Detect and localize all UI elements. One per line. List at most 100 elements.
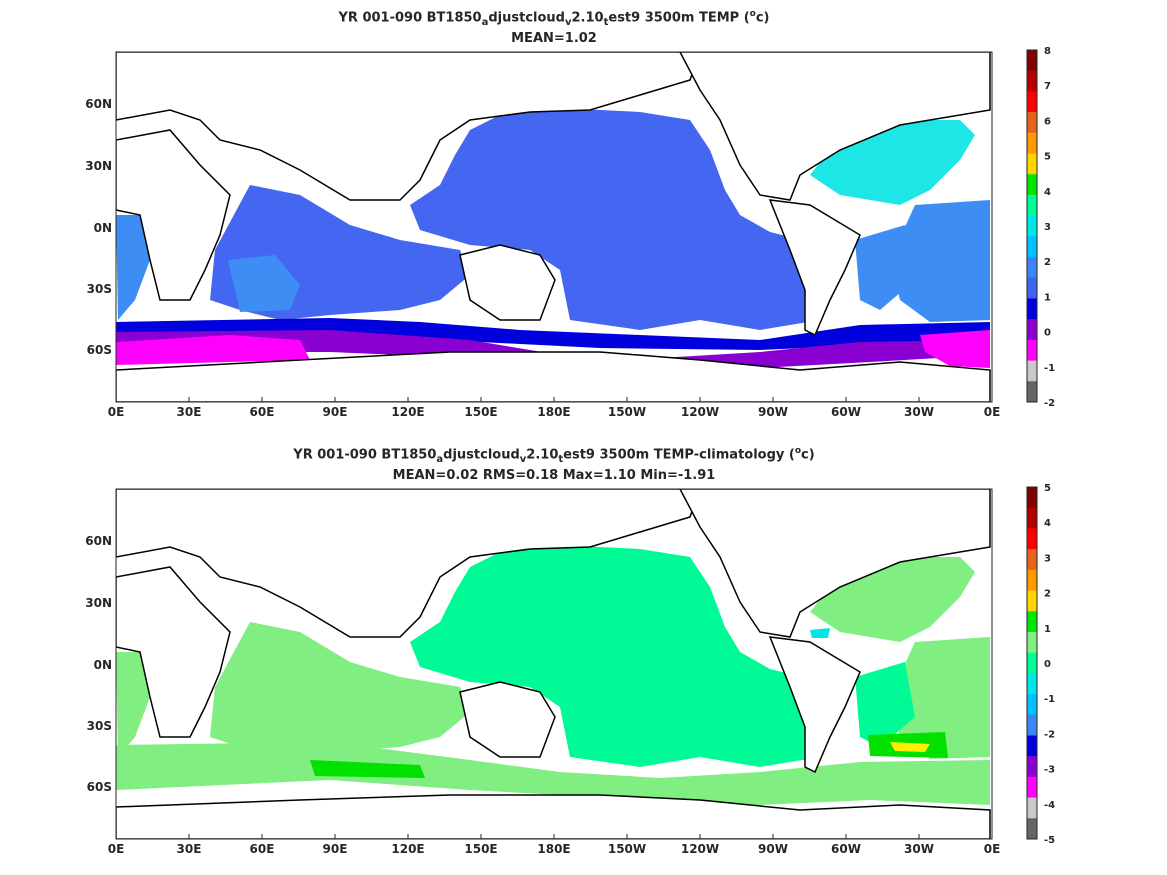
p1-south-america xyxy=(768,199,861,337)
p2-eurasia xyxy=(116,489,701,638)
lat-tick-label: 30S xyxy=(87,719,112,733)
colorbar-tick-label: -2 xyxy=(1044,729,1055,740)
panel1-subtitle: MEAN=1.02 xyxy=(511,31,597,46)
lon-tick-label: 60E xyxy=(250,405,275,419)
lon-tick-label: 0E xyxy=(984,842,1001,856)
lon-tick-label: 60W xyxy=(831,842,861,856)
colorbar-swatch xyxy=(1027,112,1037,134)
lon-tick-label: 120W xyxy=(681,405,719,419)
colorbar-swatch xyxy=(1027,215,1037,237)
lon-tick-label: 90E xyxy=(323,842,348,856)
lon-tick-label: 120E xyxy=(391,842,424,856)
colorbar-swatch xyxy=(1027,487,1037,509)
colorbar-tick-label: 2 xyxy=(1044,589,1051,600)
p1-africa xyxy=(116,129,231,301)
lon-tick-label: 120E xyxy=(391,405,424,419)
colorbar-swatch xyxy=(1027,673,1037,695)
lon-tick-label: 90W xyxy=(758,842,788,856)
lon-tick-label: 60E xyxy=(250,842,275,856)
colorbar-swatch xyxy=(1027,818,1037,840)
colorbar-swatch xyxy=(1027,277,1037,299)
colorbar-tick-label: 4 xyxy=(1044,518,1051,529)
lon-tick-label: 150W xyxy=(608,842,646,856)
colorbar-tick-label: -1 xyxy=(1044,363,1055,374)
panel2-title: YR 001-090 BT1850adjustcloudv2.10test9 3… xyxy=(293,446,815,465)
panel2-field xyxy=(116,489,992,839)
p1-pacific xyxy=(410,108,830,330)
p2-australia xyxy=(459,681,556,758)
panel2-subtitle: MEAN=0.02 RMS=0.18 Max=1.10 Min=-1.91 xyxy=(392,468,716,483)
p1-eurasia xyxy=(116,52,701,201)
lat-tick-label: 0N xyxy=(94,658,112,672)
lat-tick-label: 30N xyxy=(85,596,112,610)
lon-tick-label: 30E xyxy=(177,405,202,419)
colorbar-tick-label: 3 xyxy=(1044,222,1051,233)
colorbar-tick-label: 1 xyxy=(1044,624,1051,635)
colorbar-tick-label: 0 xyxy=(1044,659,1051,670)
lon-tick-label: 0E xyxy=(108,405,125,419)
colorbar-swatch xyxy=(1027,174,1037,196)
lon-tick-label: 150W xyxy=(608,405,646,419)
colorbar-swatch xyxy=(1027,339,1037,362)
colorbar-tick-label: 8 xyxy=(1044,46,1051,57)
lon-tick-label: 150E xyxy=(464,405,497,419)
colorbar-swatch xyxy=(1027,153,1037,175)
colorbar-swatch xyxy=(1027,631,1037,654)
colorbar-tick-label: 7 xyxy=(1044,81,1051,92)
colorbar-swatch xyxy=(1027,694,1037,716)
colorbar-swatch xyxy=(1027,714,1037,736)
colorbar-swatch xyxy=(1027,381,1037,403)
colorbar-tick-label: 4 xyxy=(1044,187,1051,198)
colorbar-swatch xyxy=(1027,756,1037,778)
p1-australia xyxy=(459,244,556,321)
colorbar-swatch xyxy=(1027,194,1037,217)
colorbar-tick-label: 5 xyxy=(1044,483,1051,494)
lon-tick-label: 30W xyxy=(904,842,934,856)
colorbar-swatch xyxy=(1027,70,1037,92)
colorbar-swatch xyxy=(1027,507,1037,529)
lat-tick-label: 0N xyxy=(94,221,112,235)
map-axes: 0E 30E 60E 90E 120E 150E 180E 150W 120W 90W 60W 30W… xyxy=(85,97,1000,856)
p1-antarctica xyxy=(116,351,991,402)
colorbar-tick-label: -5 xyxy=(1044,835,1055,846)
lon-tick-label: 180E xyxy=(537,842,570,856)
lon-tick-label: 150E xyxy=(464,842,497,856)
colorbar-swatch xyxy=(1027,797,1037,819)
colorbar-tick-label: -2 xyxy=(1044,398,1055,409)
p1-southern-magenta xyxy=(116,335,310,365)
lon-tick-label: 120W xyxy=(681,842,719,856)
panel1-field xyxy=(116,52,992,402)
p1-north-america xyxy=(679,52,991,201)
colorbar-swatch xyxy=(1027,50,1037,72)
lat-tick-label: 60S xyxy=(87,343,112,357)
p2-north-america xyxy=(679,489,991,638)
colorbar-tick-label: 0 xyxy=(1044,328,1051,339)
colorbar-swatch xyxy=(1027,569,1037,592)
lon-tick-label: 90W xyxy=(758,405,788,419)
lat-tick-label: 30N xyxy=(85,159,112,173)
p2-pacific xyxy=(410,545,830,767)
lon-tick-label: 0E xyxy=(108,842,125,856)
colorbar-frame xyxy=(1026,49,1038,403)
lat-tick-label: 30S xyxy=(87,282,112,296)
panel1-title: YR 001-090 BT1850adjustcloudv2.10test9 3… xyxy=(338,9,770,28)
lon-tick-label: 0E xyxy=(984,405,1001,419)
lon-tick-label: 30W xyxy=(904,405,934,419)
colorbar-swatch xyxy=(1027,590,1037,612)
lon-tick-label: 180E xyxy=(537,405,570,419)
colorbar-swatch xyxy=(1027,549,1037,571)
colorbar-swatch xyxy=(1027,298,1037,320)
lat-tick-label: 60S xyxy=(87,780,112,794)
colorbar-swatch xyxy=(1027,91,1037,113)
colorbar-swatch xyxy=(1027,319,1037,341)
p2-indian xyxy=(210,622,470,757)
p2-southern xyxy=(116,742,990,805)
p2-south-america xyxy=(768,636,861,774)
lon-tick-label: 30E xyxy=(177,842,202,856)
colorbar-tick-label: 3 xyxy=(1044,553,1051,564)
colorbars: 8 7 6 5 4 3 2 1 0 -1 -2 5 4 3 2 1 0 -1 -2 -3 -4 -5 xyxy=(1026,46,1055,846)
colorbar-swatch xyxy=(1027,652,1037,674)
colorbar-tick-label: 2 xyxy=(1044,257,1051,268)
colorbar-tick-label: 6 xyxy=(1044,116,1051,127)
